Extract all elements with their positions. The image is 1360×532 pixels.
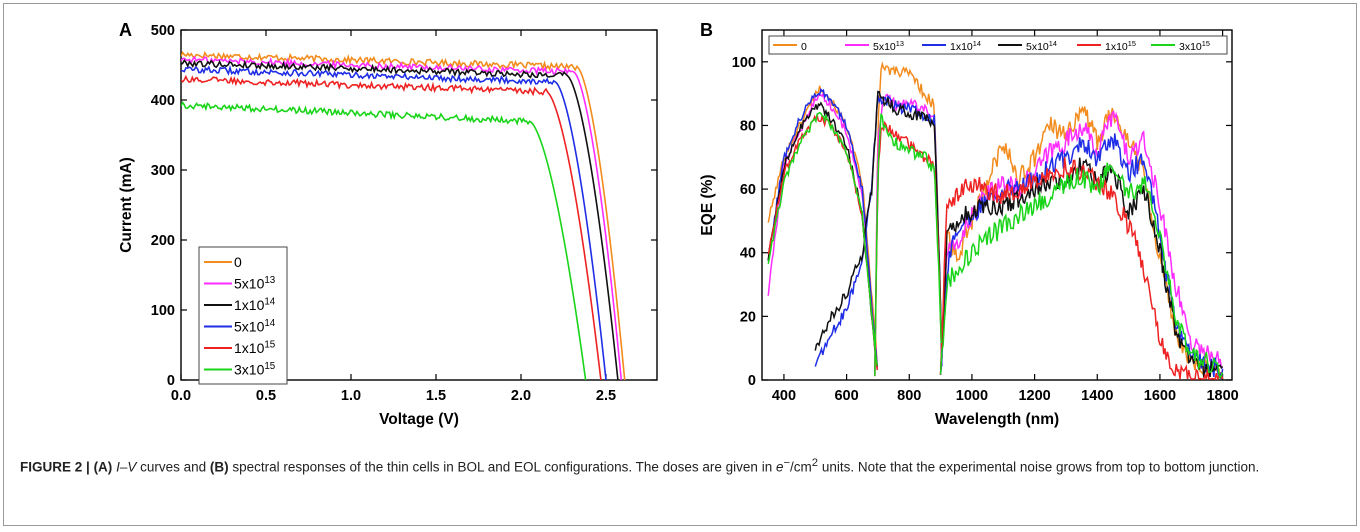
panel-a: 0.0 0.5 1.0 1.5 2.0 2.5 0 100 200 300 400 500 Voltag… — [118, 20, 658, 428]
eqe-curve-3-top — [767, 101, 879, 367]
plot-frame — [180, 29, 658, 381]
x-tick-label: 1400 — [1081, 388, 1113, 404]
x-axis-label: Voltage (V) — [379, 411, 459, 428]
eqe-curve-4-middle — [874, 120, 942, 376]
caption-text-3: units. Note that the experimental noise … — [818, 459, 1260, 475]
y-tick-label: 60 — [740, 182, 756, 198]
eqe-curve-0-top — [767, 85, 879, 370]
panel-b: 400 600 800 1000 1200 1400 1600 180002040608010… — [699, 20, 1239, 428]
x-tick-label: 2.5 — [596, 388, 616, 404]
eqe-curve-4-top — [767, 112, 879, 371]
x-tick-label: 2.0 — [511, 388, 531, 404]
eqe-curve-1-top — [767, 92, 879, 367]
x-tick-label: 0.5 — [256, 388, 276, 404]
panel-label: B — [700, 20, 713, 40]
caption-iv: I–V — [116, 459, 137, 475]
iv-curve-2 — [181, 59, 619, 380]
y-tick-label: 200 — [151, 233, 175, 249]
x-tick-label: 800 — [897, 388, 921, 404]
x-tick-label: 0.0 — [171, 388, 191, 404]
y-tick-label: 20 — [740, 309, 756, 325]
y-tick-label: 0 — [748, 373, 756, 389]
caption-unit-rest: /cm — [790, 459, 812, 475]
eqe-curve-2-top — [767, 87, 879, 370]
y-tick-label: 0 — [167, 373, 175, 389]
y-axis-label: EQE (%) — [699, 174, 716, 235]
x-tick-label: 400 — [772, 388, 796, 404]
eqe-curve-3-middle — [814, 90, 943, 359]
legend-b-label: 0 — [801, 41, 807, 53]
iv-curve-3 — [181, 64, 607, 380]
legend-a-box — [198, 246, 288, 385]
eqe-curve-4-bottom — [939, 157, 1224, 380]
eqe-curve-5-bottom — [939, 162, 1224, 380]
iv-curve-1 — [181, 55, 623, 380]
x-tick-label: 1.0 — [341, 388, 361, 404]
iv-curve-4 — [181, 74, 602, 380]
x-tick-label: 1.5 — [426, 388, 446, 404]
x-axis-label: Wavelength (nm) — [935, 411, 1059, 428]
plot-frame — [761, 29, 1233, 381]
x-tick-label: 1600 — [1144, 388, 1176, 404]
eqe-curve-0-middle — [874, 61, 942, 377]
eqe-curve-5-middle — [874, 113, 942, 376]
caption-unit-e: e — [775, 459, 784, 475]
legend-b: 0 5x1013 1x1014 5x1014 1x1015 3x1015 — [768, 35, 1228, 55]
y-axis-label: Current (mA) — [118, 157, 135, 253]
eqe-curve-1-middle — [874, 93, 942, 377]
figure-label: FIGURE 2 | — [20, 459, 90, 475]
y-tick-label: 40 — [740, 246, 756, 262]
y-tick-label: 400 — [151, 93, 175, 109]
x-tick-label: 1000 — [956, 388, 988, 404]
x-tick-label: 1200 — [1018, 388, 1050, 404]
caption-part-b: (B) — [209, 459, 229, 475]
y-tick-label: 100 — [732, 55, 756, 71]
x-tick-label: 1800 — [1206, 388, 1238, 404]
caption-unit-sup2: 2 — [811, 457, 819, 469]
caption-text-2: spectral responses of the thin cells in … — [228, 459, 776, 475]
y-tick-label: 80 — [740, 118, 756, 134]
caption-part-a: (A) — [93, 459, 113, 475]
x-tick-label: 600 — [834, 388, 858, 404]
y-tick-label: 300 — [151, 163, 175, 179]
panel-label: A — [119, 20, 132, 40]
y-tick-label: 500 — [151, 23, 175, 39]
eqe-curve-5-top — [767, 111, 879, 366]
figure-frame — [3, 3, 1357, 526]
iv-curve-0 — [181, 50, 626, 380]
figure-caption: FIGURE 2 | (A) I–V curves and (B) spectr… — [20, 452, 1340, 479]
iv-curve-5 — [181, 101, 587, 380]
caption-text-1: curves and — [136, 459, 210, 475]
y-tick-label: 100 — [151, 303, 175, 319]
caption-unit-sup1: − — [783, 457, 791, 469]
legend-a-label: 0 — [234, 254, 242, 270]
figure-panels: 0.0 0.5 1.0 1.5 2.0 2.50100200300400500Voltag… — [118, 20, 1239, 428]
